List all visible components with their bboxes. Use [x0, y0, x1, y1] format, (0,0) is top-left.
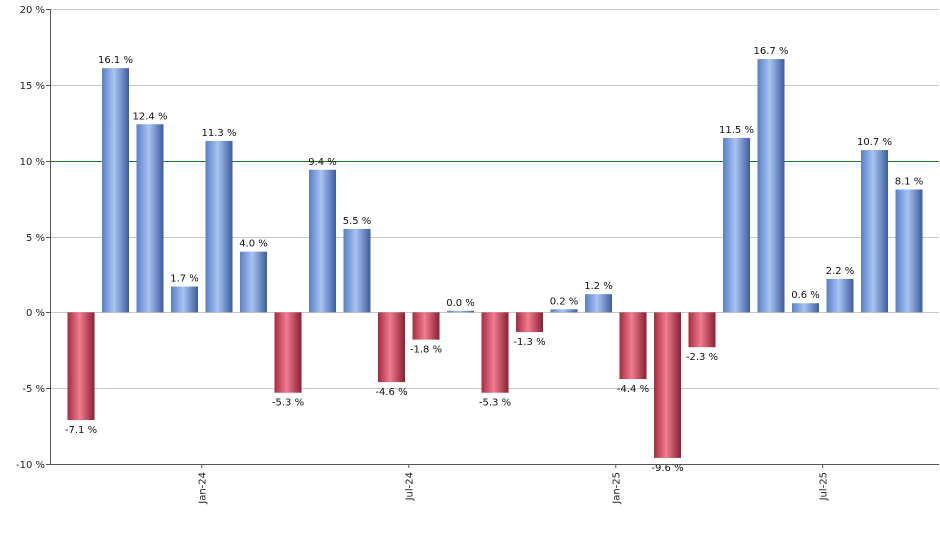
bar	[481, 312, 509, 393]
bar	[412, 312, 440, 340]
bar	[67, 312, 95, 421]
x-tick-label: Jan-25	[611, 472, 622, 505]
data-label: 16.7 %	[754, 46, 789, 57]
grid-lines	[50, 9, 939, 465]
data-labels: -7.1 % 16.1 % 12.4 % 1.7 % 11.3 % 4.0 % -5.3 %…	[65, 46, 923, 474]
data-label: -4.4 %	[617, 384, 649, 395]
bar	[826, 278, 854, 313]
bar	[550, 309, 578, 313]
bars	[67, 59, 923, 458]
axes: -10 % -5 % 0 % 5 % 10 % 15 % 20 % Jan-24 Jul-24 J…	[16, 5, 939, 505]
bar	[654, 312, 681, 458]
y-tick-label: 5 %	[26, 233, 45, 244]
bar	[688, 312, 716, 348]
y-tick-label: -10 %	[16, 460, 45, 471]
bar	[895, 189, 923, 313]
bar	[343, 228, 371, 313]
data-label: -1.8 %	[410, 345, 442, 356]
data-label: 0.6 %	[791, 290, 820, 301]
data-label: 5.5 %	[343, 216, 372, 227]
data-label: 16.1 %	[98, 55, 133, 66]
data-label: 11.3 %	[202, 128, 237, 139]
data-label: -4.6 %	[375, 387, 407, 398]
bar	[274, 312, 302, 393]
data-label: -5.3 %	[272, 398, 304, 409]
data-label: 12.4 %	[133, 111, 168, 122]
bar	[757, 59, 785, 313]
bar	[619, 312, 647, 380]
bar	[136, 124, 164, 313]
data-label: 2.2 %	[826, 266, 855, 277]
y-tick-label: 0 %	[26, 308, 45, 319]
bar	[792, 303, 819, 313]
y-tick-label: 20 %	[20, 5, 45, 16]
data-label: 1.7 %	[170, 274, 199, 285]
x-tick-label: Jul-24	[404, 472, 415, 501]
bar	[861, 150, 888, 313]
y-tick-label: -5 %	[22, 384, 45, 395]
data-label: -9.6 %	[651, 463, 683, 474]
bar	[447, 310, 474, 313]
bar	[723, 137, 750, 313]
bar	[378, 312, 405, 383]
y-tick-label: 10 %	[20, 157, 45, 168]
data-label: 0.0 %	[446, 298, 475, 309]
data-label: -2.3 %	[686, 352, 718, 363]
x-tick-label: Jan-24	[197, 472, 208, 505]
data-label: 11.5 %	[719, 125, 754, 136]
data-label: -1.3 %	[513, 337, 545, 348]
bar	[171, 286, 198, 313]
data-label: 8.1 %	[895, 176, 924, 187]
data-label: -5.3 %	[479, 398, 511, 409]
bar	[309, 169, 336, 313]
data-label: -7.1 %	[65, 425, 97, 436]
bar	[240, 251, 267, 313]
data-label: 1.2 %	[584, 281, 613, 292]
data-label: 10.7 %	[857, 137, 892, 148]
bar	[102, 68, 129, 313]
bar	[516, 312, 543, 333]
bar	[585, 294, 612, 313]
x-tick-label: Jul-25	[818, 472, 829, 501]
y-tick-label: 15 %	[20, 81, 45, 92]
bar	[205, 140, 233, 313]
data-label: 4.0 %	[239, 239, 268, 250]
data-label: 9.4 %	[308, 157, 337, 168]
data-label: 0.2 %	[550, 296, 579, 307]
